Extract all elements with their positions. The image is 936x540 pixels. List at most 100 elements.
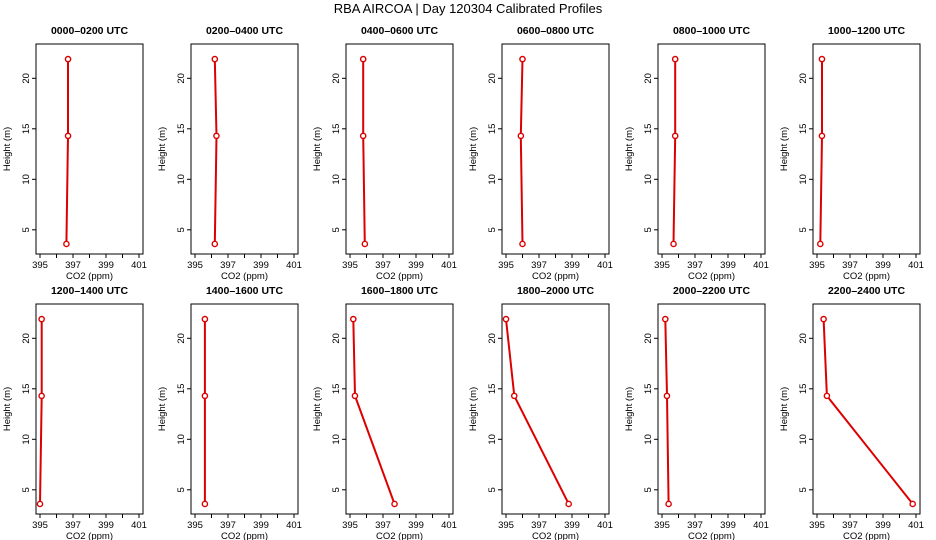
x-axis-label: CO2 (ppm)	[532, 271, 579, 282]
co2-data-point	[817, 240, 824, 248]
x-tick-label: 401	[753, 260, 769, 271]
x-tick-label: 397	[842, 260, 858, 271]
x-tick-label: 397	[531, 520, 547, 531]
co2-profile-line	[664, 319, 670, 504]
co2-data-point	[510, 392, 518, 400]
y-tick-label: 20	[798, 73, 809, 84]
y-tick-label: 10	[798, 174, 809, 185]
x-tick-label: 395	[809, 520, 825, 531]
x-tick-label: 397	[375, 520, 391, 531]
plot-frame	[501, 43, 610, 255]
y-axis-label: Height (m)	[779, 127, 790, 171]
x-tick-label: 399	[253, 260, 269, 271]
x-tick-label: 397	[687, 520, 703, 531]
co2-data-point	[519, 240, 526, 248]
y-tick-label: 5	[798, 227, 809, 232]
x-tick-label: 397	[531, 260, 547, 271]
x-axis-label: CO2 (ppm)	[688, 531, 735, 540]
y-axis-label: Height (m)	[157, 127, 168, 171]
x-tick-label: 397	[842, 520, 858, 531]
y-tick-label: 10	[21, 174, 32, 185]
y-axis-label: Height (m)	[468, 387, 479, 431]
co2-data-point	[671, 132, 679, 140]
co2-data-point	[201, 500, 209, 508]
profile-panel: 2200–2400 UTC 395 397 399 401 5 10 15 20 CO2 (ppm…	[779, 285, 924, 540]
y-tick-label: 10	[643, 174, 654, 185]
y-tick-label: 10	[798, 434, 809, 445]
co2-profile-line	[819, 59, 823, 244]
x-tick-label: 399	[408, 520, 424, 531]
co2-data-point	[663, 392, 671, 400]
co2-data-point	[349, 315, 357, 323]
co2-data-point	[201, 315, 209, 323]
panel-title: 0200–0400 UTC	[206, 25, 283, 37]
x-tick-label: 395	[498, 520, 514, 531]
panel-title: 1000–1200 UTC	[828, 25, 905, 37]
x-tick-label: 399	[564, 520, 580, 531]
x-tick-label: 399	[720, 520, 736, 531]
co2-data-point	[662, 315, 669, 323]
co2-data-point	[820, 315, 827, 323]
panel-title: 1600–1800 UTC	[361, 285, 438, 297]
x-tick-label: 401	[131, 260, 147, 271]
co2-profile-line	[362, 59, 366, 244]
page-title: RBA AIRCOA | Day 120304 Calibrated Profi…	[333, 1, 603, 16]
y-tick-label: 10	[331, 434, 342, 445]
panel-title: 1200–1400 UTC	[51, 285, 128, 297]
co2-profile-line	[822, 319, 914, 505]
panel-title: 2000–2200 UTC	[673, 285, 750, 297]
profile-panel: 0000–0200 UTC 395 397 399 401 5 10 15 20 CO2 (ppm…	[2, 25, 147, 282]
co2-data-point	[519, 55, 526, 63]
co2-profile-line	[505, 318, 570, 505]
profile-panel: 1600–1800 UTC 395 397 399 401 5 10 15 20 CO2 (ppm…	[312, 285, 457, 540]
y-tick-label: 20	[21, 73, 32, 84]
y-tick-label: 20	[176, 73, 187, 84]
y-tick-label: 10	[331, 174, 342, 185]
x-tick-label: 395	[342, 260, 358, 271]
x-tick-label: 401	[597, 520, 613, 531]
y-tick-label: 20	[21, 333, 32, 344]
panel-title: 0400–0600 UTC	[361, 25, 438, 37]
profile-panel: 0600–0800 UTC 395 397 399 401 5 10 15 20 CO2 (ppm…	[468, 25, 613, 282]
co2-profile-line	[213, 59, 218, 244]
co2-data-point	[213, 132, 220, 140]
co2-data-point	[211, 240, 219, 248]
x-tick-label: 395	[187, 260, 203, 271]
x-tick-label: 401	[753, 520, 769, 531]
plot-frame	[190, 303, 299, 515]
co2-data-point	[671, 55, 679, 63]
profile-panel: 1200–1400 UTC 395 397 399 401 5 10 15 20 CO2 (ppm…	[2, 285, 147, 540]
panel-title: 0000–0200 UTC	[51, 25, 128, 37]
x-tick-label: 395	[654, 260, 670, 271]
y-tick-label: 5	[643, 487, 654, 492]
y-axis-label: Height (m)	[312, 127, 323, 171]
co2-data-point	[670, 240, 677, 248]
panel-title: 2200–2400 UTC	[828, 285, 905, 297]
x-tick-label: 397	[65, 520, 81, 531]
y-tick-label: 15	[798, 384, 809, 395]
co2-data-point	[63, 240, 70, 248]
co2-data-point	[36, 500, 44, 508]
plot-frame	[812, 303, 921, 515]
y-axis-label: Height (m)	[468, 127, 479, 171]
y-tick-label: 5	[21, 227, 32, 232]
x-tick-label: 395	[654, 520, 670, 531]
y-tick-label: 5	[176, 487, 187, 492]
y-axis-label: Height (m)	[624, 127, 635, 171]
x-axis-label: CO2 (ppm)	[843, 271, 890, 282]
y-tick-label: 5	[331, 487, 342, 492]
x-tick-label: 395	[187, 520, 203, 531]
y-tick-label: 5	[487, 487, 498, 492]
x-axis-label: CO2 (ppm)	[376, 271, 423, 282]
y-tick-label: 5	[643, 227, 654, 232]
profile-panel: 2000–2200 UTC 395 397 399 401 5 10 15 20 CO2 (ppm…	[624, 285, 769, 540]
plot-frame	[35, 303, 144, 515]
co2-profile-line	[65, 59, 69, 244]
x-tick-label: 401	[908, 260, 924, 271]
x-tick-label: 401	[441, 260, 457, 271]
y-tick-label: 10	[487, 434, 498, 445]
co2-data-point	[201, 392, 209, 400]
x-axis-label: CO2 (ppm)	[66, 271, 113, 282]
x-tick-label: 395	[342, 520, 358, 531]
